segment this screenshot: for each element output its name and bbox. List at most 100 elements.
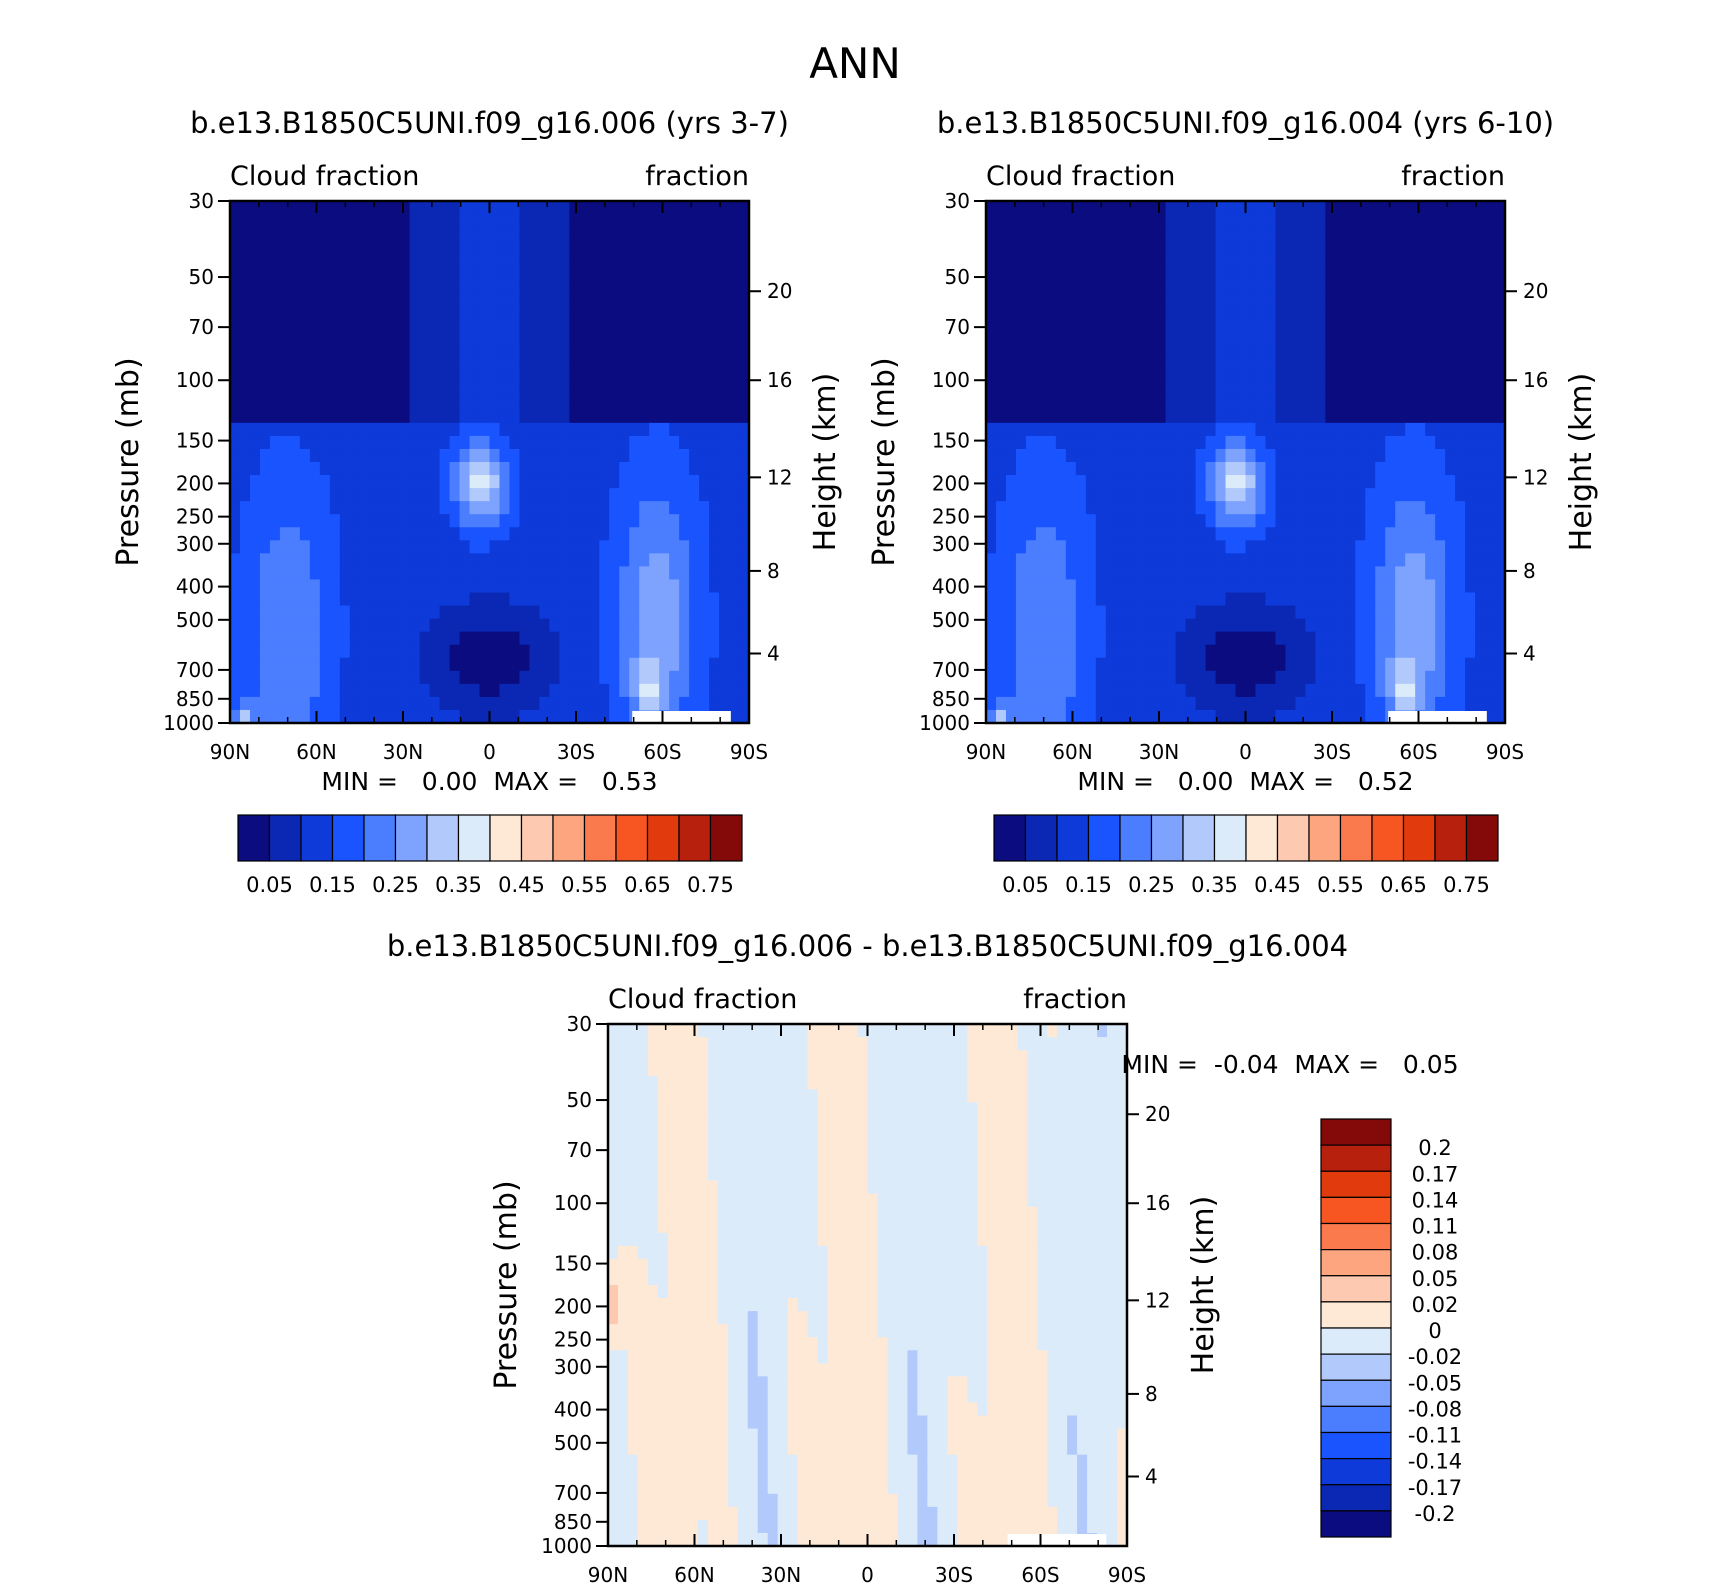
- heatmap-cell: [460, 488, 471, 502]
- heatmap-cell: [1016, 201, 1027, 215]
- heatmap-cell: [320, 358, 331, 372]
- heatmap-cell: [1375, 553, 1386, 567]
- heatmap-cell: [260, 606, 271, 620]
- heatmap-cell: [539, 266, 550, 280]
- heatmap-cell: [798, 1076, 809, 1090]
- heatmap-cell: [280, 540, 291, 554]
- heatmap-cell: [987, 1115, 998, 1129]
- heatmap-cell: [629, 358, 640, 372]
- heatmap-cell: [360, 710, 371, 724]
- heatmap-cell: [1076, 671, 1087, 685]
- heatmap-cell: [659, 475, 670, 489]
- heatmap-cell: [360, 358, 371, 372]
- heatmap-cell: [1016, 632, 1027, 646]
- heatmap-cell: [1265, 579, 1276, 593]
- heatmap-cell: [529, 475, 540, 489]
- heatmap-cell: [1345, 671, 1356, 685]
- heatmap-cell: [639, 553, 650, 567]
- heatmap-cell: [450, 514, 461, 528]
- heatmap-cell: [1325, 684, 1336, 698]
- heatmap-cell: [260, 397, 271, 411]
- heatmap-cell: [1046, 632, 1057, 646]
- min-max-text: MIN = 0.00 MAX = 0.53: [321, 767, 657, 796]
- heatmap-cell: [1076, 266, 1087, 280]
- heatmap-cell: [1435, 318, 1446, 332]
- heatmap-cell: [1226, 345, 1237, 359]
- heatmap-cell: [529, 501, 540, 515]
- heatmap-cell: [1046, 305, 1057, 319]
- heatmap-cell: [539, 214, 550, 228]
- heatmap-cell: [1485, 501, 1496, 515]
- heatmap-cell: [1026, 475, 1037, 489]
- heatmap-cell: [679, 684, 690, 698]
- heatmap-cell: [838, 1155, 849, 1169]
- heatmap-cell: [1315, 501, 1326, 515]
- heatmap-cell: [350, 397, 361, 411]
- heatmap-cell: [1365, 619, 1376, 633]
- heatmap-cell: [1096, 227, 1107, 241]
- heatmap-cell: [470, 514, 481, 528]
- heatmap-cell: [260, 449, 271, 463]
- heatmap-cell: [1176, 423, 1187, 437]
- heatmap-cell: [1236, 410, 1247, 424]
- heatmap-cell: [1166, 527, 1177, 541]
- heatmap-cell: [1385, 449, 1396, 463]
- heatmap-cell: [1126, 292, 1137, 306]
- heatmap-cell: [240, 501, 251, 515]
- heatmap-cell: [609, 553, 620, 567]
- heatmap-cell: [290, 684, 301, 698]
- heatmap-cell: [986, 488, 997, 502]
- heatmap-cell: [669, 345, 680, 359]
- y-right-tick-label: 20: [1523, 279, 1548, 303]
- heatmap-cell: [290, 449, 301, 463]
- heatmap-cell: [1066, 645, 1077, 659]
- heatmap-cell: [260, 384, 271, 398]
- heatmap-cell: [1365, 488, 1376, 502]
- heatmap-cell: [986, 632, 997, 646]
- heatmap-cell: [778, 1050, 789, 1064]
- heatmap-cell: [1206, 501, 1217, 515]
- heatmap-cell: [450, 318, 461, 332]
- heatmap-cell: [1056, 201, 1067, 215]
- heatmap-cell: [1275, 410, 1286, 424]
- heatmap-cell: [1485, 240, 1496, 254]
- heatmap-cell: [709, 514, 720, 528]
- heatmap-cell: [798, 1050, 809, 1064]
- heatmap-cell: [1106, 345, 1117, 359]
- heatmap-cell: [1335, 501, 1346, 515]
- heatmap-cell: [848, 1155, 859, 1169]
- heatmap-cell: [1325, 697, 1336, 711]
- heatmap-cell: [300, 553, 311, 567]
- heatmap-cell: [1475, 384, 1486, 398]
- heatmap-cell: [390, 488, 401, 502]
- heatmap-cell: [1196, 214, 1207, 228]
- heatmap-cell: [360, 214, 371, 228]
- heatmap-cell: [689, 332, 700, 346]
- heatmap-cell: [230, 527, 241, 541]
- heatmap-cell: [698, 1128, 709, 1142]
- heatmap-cell: [360, 619, 371, 633]
- heatmap-cell: [858, 1050, 869, 1064]
- heatmap-cell: [1315, 527, 1326, 541]
- heatmap-cell: [669, 501, 680, 515]
- heatmap-cell: [729, 684, 740, 698]
- heatmap-cell: [639, 358, 650, 372]
- heatmap-cell: [1096, 371, 1107, 385]
- heatmap-cell: [1036, 384, 1047, 398]
- heatmap-cell: [539, 227, 550, 241]
- y-right-tick-label: 8: [1523, 559, 1536, 583]
- heatmap-cell: [450, 566, 461, 580]
- heatmap-cell: [599, 462, 610, 476]
- heatmap-cell: [330, 579, 341, 593]
- heatmap-cell: [1146, 684, 1157, 698]
- heatmap-cell: [360, 671, 371, 685]
- heatmap-cell: [470, 710, 481, 724]
- heatmap-cell: [1016, 410, 1027, 424]
- heatmap-cell: [1246, 358, 1257, 372]
- heatmap-cell: [1236, 645, 1247, 659]
- heatmap-cell: [659, 240, 670, 254]
- y-tick-label: 50: [945, 265, 970, 289]
- heatmap-cell: [1176, 566, 1187, 580]
- heatmap-cell: [608, 1115, 619, 1129]
- heatmap-cell: [1285, 606, 1296, 620]
